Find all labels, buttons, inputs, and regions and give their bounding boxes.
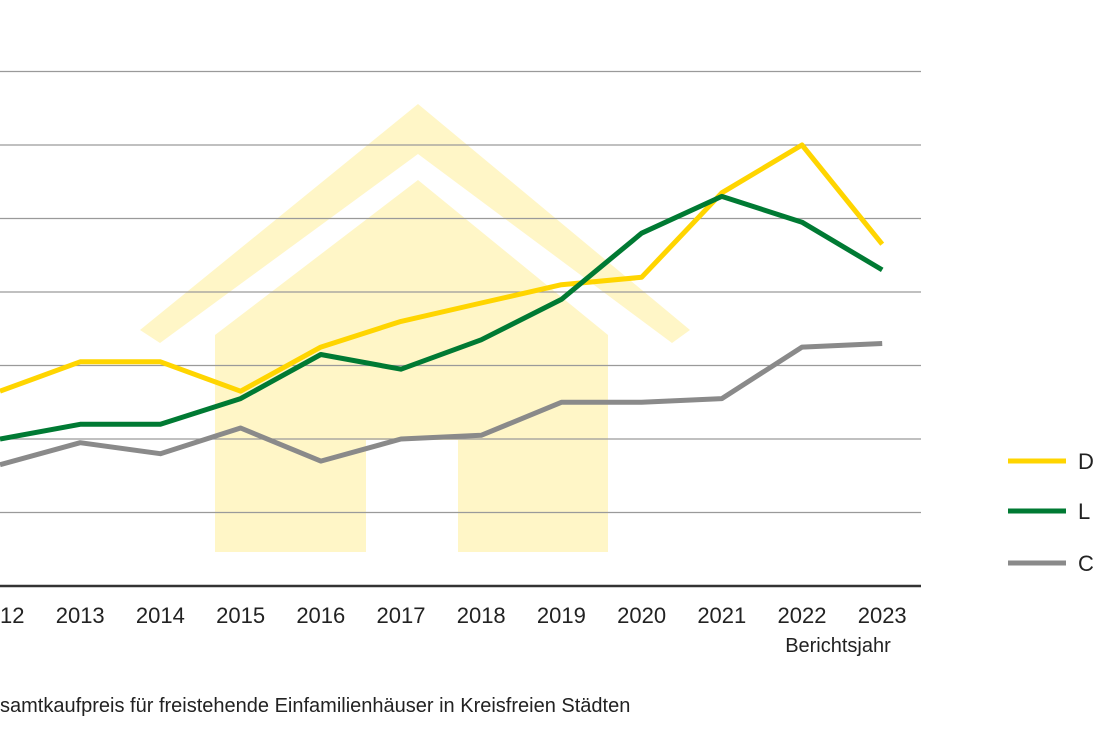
- chart-caption: samtkaufpreis für freistehende Einfamili…: [0, 695, 630, 717]
- x-tick-label: 2018: [457, 603, 506, 628]
- x-tick-label: 2022: [778, 603, 827, 628]
- legend-label: L: [1078, 499, 1090, 524]
- grid-lines: [0, 70, 921, 514]
- x-axis-title: Berichtsjahr: [785, 635, 891, 657]
- series-line-2: [0, 193, 884, 442]
- series-line-1: [0, 142, 885, 394]
- series-lines: [0, 142, 885, 468]
- x-tick-label: 2013: [56, 603, 105, 628]
- x-tick-label: 2021: [697, 603, 746, 628]
- x-tick-label: 12: [0, 603, 24, 628]
- house-icon: [140, 104, 690, 552]
- legend: DL C: [1008, 449, 1094, 576]
- x-tick-label: 2016: [296, 603, 345, 628]
- x-tick-label: 2023: [858, 603, 907, 628]
- legend-label: D: [1078, 449, 1094, 474]
- x-tick-label: 2017: [377, 603, 426, 628]
- x-tick-label: 2015: [216, 603, 265, 628]
- x-tick-labels: 12 2013 2014 2015 2016 2017 2018 2019 2020 2021 20…: [0, 603, 907, 628]
- x-tick-label: 2020: [617, 603, 666, 628]
- series-line-3: [0, 341, 883, 468]
- x-tick-label: 2014: [136, 603, 185, 628]
- x-tick-label: 2019: [537, 603, 586, 628]
- legend-label: C: [1078, 551, 1094, 576]
